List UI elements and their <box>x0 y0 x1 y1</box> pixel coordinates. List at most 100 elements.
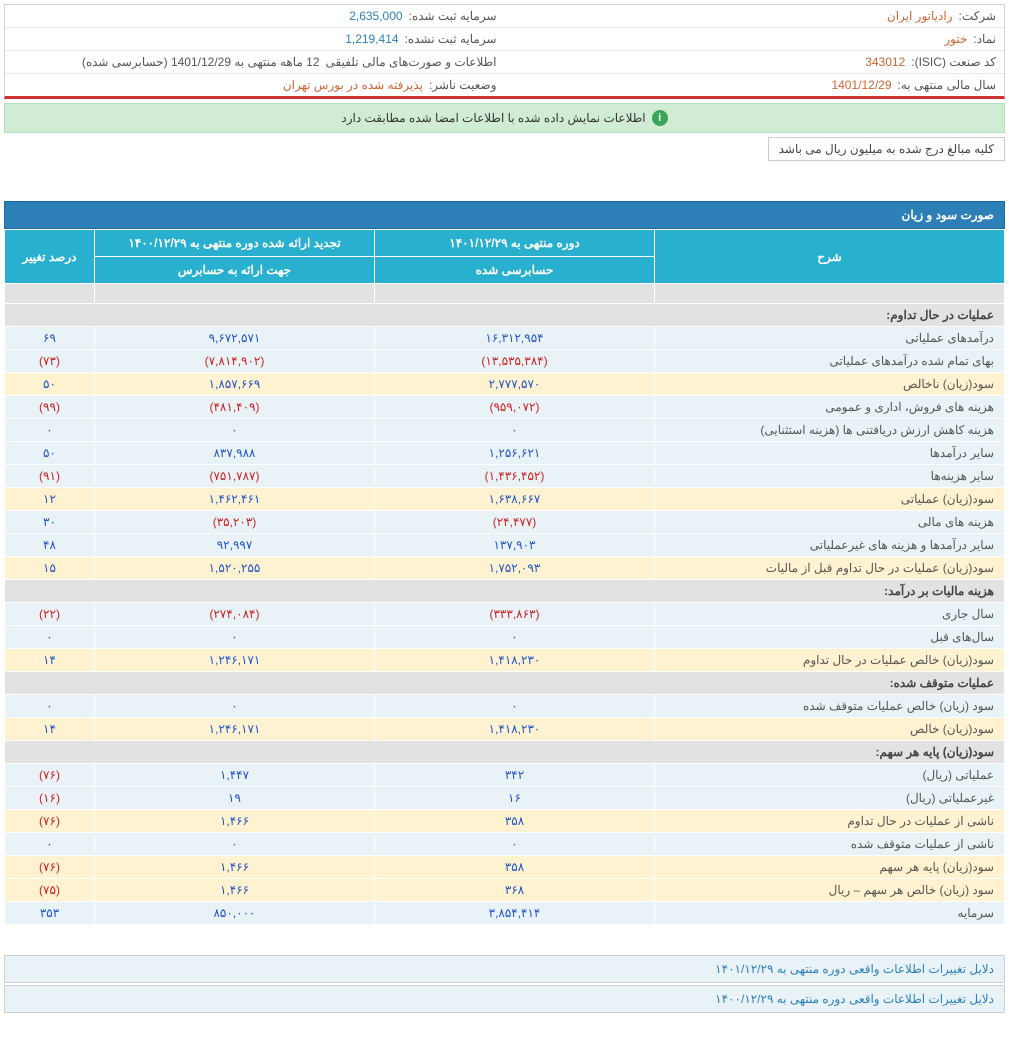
cell-change: ۰ <box>5 419 95 442</box>
cell-change: ۰ <box>5 833 95 856</box>
cell-desc: غیرعملیاتی (ریال) <box>655 787 1005 810</box>
cell-change: (۷۵) <box>5 879 95 902</box>
cell-change: ۱۵ <box>5 557 95 580</box>
cell-change: (۷۶) <box>5 764 95 787</box>
table-row: غیرعملیاتی (ریال)۱۶۱۹(۱۶) <box>5 787 1005 810</box>
info-capital-registered: سرمایه ثبت شده:2,635,000 <box>5 5 505 28</box>
cell-change: (۹۱) <box>5 465 95 488</box>
cell-change: (۷۶) <box>5 810 95 833</box>
cell-desc: سایر درآمدها <box>655 442 1005 465</box>
th-period1: دوره منتهی به ۱۴۰۱/۱۲/۲۹ <box>375 230 655 257</box>
cell-change: (۱۶) <box>5 787 95 810</box>
table-row: هزینه کاهش ارزش دریافتنی ها (هزینه استثن… <box>5 419 1005 442</box>
cell-period2: ۱,۵۲۰,۲۵۵ <box>95 557 375 580</box>
cell-desc: سود(زیان) خالص عملیات در حال تداوم <box>655 649 1005 672</box>
cell-period1: ۳۵۸ <box>375 856 655 879</box>
table-row: هزینه های فروش، اداری و عمومی(۹۵۹,۰۷۲)(۴… <box>5 396 1005 419</box>
cell-period2: ۱,۴۶۶ <box>95 810 375 833</box>
cell-change: ۵۰ <box>5 442 95 465</box>
cell-change: ۶۹ <box>5 327 95 350</box>
info-capital-unregistered: سرمایه ثبت نشده:1,219,414 <box>5 28 505 51</box>
cell-change: ۰ <box>5 695 95 718</box>
cell-desc: سود (زیان) خالص عملیات متوقف شده <box>655 695 1005 718</box>
cell-period1: ۱,۴۱۸,۲۳۰ <box>375 649 655 672</box>
cell-period1: ۰ <box>375 419 655 442</box>
table-row: سود(زیان) خالص۱,۴۱۸,۲۳۰۱,۲۴۶,۱۷۱۱۴ <box>5 718 1005 741</box>
table-row: سایر درآمدها۱,۲۵۶,۶۲۱۸۳۷,۹۸۸۵۰ <box>5 442 1005 465</box>
info-company: شرکت:رادیاتور ایران <box>505 5 1005 28</box>
cell-change: (۷۳) <box>5 350 95 373</box>
th-period2-sub: جهت ارائه به حسابرس <box>95 257 375 284</box>
cell-period2: ۸۳۷,۹۸۸ <box>95 442 375 465</box>
table-row: هزینه های مالی(۲۴,۴۷۷)(۳۵,۲۰۳)۳۰ <box>5 511 1005 534</box>
cell-period1: (۱,۴۳۶,۴۵۲) <box>375 465 655 488</box>
profit-loss-table: شرح دوره منتهی به ۱۴۰۱/۱۲/۲۹ تجدید ارائه… <box>4 229 1005 925</box>
cell-period2: (۷۵۱,۷۸۷) <box>95 465 375 488</box>
cell-period2: ۰ <box>95 833 375 856</box>
signature-match-notice: i اطلاعات نمایش داده شده با اطلاعات امضا… <box>4 103 1005 133</box>
cell-desc: سود(زیان) پایه هر سهم <box>655 856 1005 879</box>
cell-desc: سود(زیان) خالص <box>655 718 1005 741</box>
cell-period1: ۱,۴۱۸,۲۳۰ <box>375 718 655 741</box>
cell-desc: هزینه کاهش ارزش دریافتنی ها (هزینه استثن… <box>655 419 1005 442</box>
table-row: سایر درآمدها و هزینه های غیرعملیاتی۱۳۷,۹… <box>5 534 1005 557</box>
row-header-cell: هزینه مالیات بر درآمد: <box>5 580 1005 603</box>
cell-desc: سایر درآمدها و هزینه های غیرعملیاتی <box>655 534 1005 557</box>
table-row: سود (زیان) خالص هر سهم – ریال۳۶۸۱,۴۶۶(۷۵… <box>5 879 1005 902</box>
th-change: درصد تغییر <box>5 230 95 284</box>
table-row: سود(زیان) ناخالص۲,۷۷۷,۵۷۰۱,۸۵۷,۶۶۹۵۰ <box>5 373 1005 396</box>
cell-period1: ۳,۸۵۴,۴۱۴ <box>375 902 655 925</box>
info-fiscal-year: سال مالی منتهی به:1401/12/29 <box>505 74 1005 96</box>
cell-period2: ۱,۴۶۶ <box>95 879 375 902</box>
cell-change: (۹۹) <box>5 396 95 419</box>
info-panel: شرکت:رادیاتور ایران نماد:ختور کد صنعت (I… <box>4 4 1005 99</box>
footer-reasons-1: دلایل تغییرات اطلاعات واقعی دوره منتهی ب… <box>4 955 1005 983</box>
table-row: عملیاتی (ریال)۳۴۲۱,۴۴۷(۷۶) <box>5 764 1005 787</box>
cell-period2: (۴۸۱,۴۰۹) <box>95 396 375 419</box>
info-symbol: نماد:ختور <box>505 28 1005 51</box>
cell-period1: ۱,۲۵۶,۶۲۱ <box>375 442 655 465</box>
cell-desc: سود(زیان) ناخالص <box>655 373 1005 396</box>
row-header-cell: عملیات متوقف شده: <box>5 672 1005 695</box>
cell-period2: (۲۷۴,۰۸۴) <box>95 603 375 626</box>
cell-period2: ۱۹ <box>95 787 375 810</box>
cell-change: (۷۶) <box>5 856 95 879</box>
table-blank-row <box>5 284 1005 304</box>
table-row: ناشی از عملیات متوقف شده۰۰۰ <box>5 833 1005 856</box>
cell-period2: ۹,۶۷۲,۵۷۱ <box>95 327 375 350</box>
cell-period1: (۱۳,۵۳۵,۳۸۴) <box>375 350 655 373</box>
cell-desc: درآمدهای عملیاتی <box>655 327 1005 350</box>
cell-desc: سال‌های قبل <box>655 626 1005 649</box>
table-row: هزینه مالیات بر درآمد: <box>5 580 1005 603</box>
cell-change: ۱۴ <box>5 718 95 741</box>
cell-desc: سال جاری <box>655 603 1005 626</box>
table-row: سود (زیان) خالص عملیات متوقف شده۰۰۰ <box>5 695 1005 718</box>
cell-period1: ۱۳۷,۹۰۳ <box>375 534 655 557</box>
cell-period1: ۱۶ <box>375 787 655 810</box>
cell-period2: ۰ <box>95 695 375 718</box>
cell-desc: سود(زیان) عملیاتی <box>655 488 1005 511</box>
table-row: سود(زیان) پایه هر سهم۳۵۸۱,۴۶۶(۷۶) <box>5 856 1005 879</box>
cell-period1: (۹۵۹,۰۷۲) <box>375 396 655 419</box>
cell-period1: ۱,۶۳۸,۶۶۷ <box>375 488 655 511</box>
section-title-pl: صورت سود و زیان <box>4 201 1005 229</box>
cell-desc: عملیاتی (ریال) <box>655 764 1005 787</box>
cell-period1: ۳۶۸ <box>375 879 655 902</box>
table-row: سود(زیان) پایه هر سهم: <box>5 741 1005 764</box>
table-row: سود(زیان) عملیات در حال تداوم قبل از مال… <box>5 557 1005 580</box>
table-row: سرمایه۳,۸۵۴,۴۱۴۸۵۰,۰۰۰۳۵۳ <box>5 902 1005 925</box>
cell-period1: ۳۴۲ <box>375 764 655 787</box>
cell-period2: (۷,۸۱۴,۹۰۲) <box>95 350 375 373</box>
cell-desc: سود(زیان) عملیات در حال تداوم قبل از مال… <box>655 557 1005 580</box>
cell-change: ۵۰ <box>5 373 95 396</box>
cell-change: ۳۵۳ <box>5 902 95 925</box>
info-status: وضعیت ناشر:پذیرفته شده در بورس تهران <box>5 74 505 96</box>
footer-reasons-2: دلایل تغییرات اطلاعات واقعی دوره منتهی ب… <box>4 985 1005 1013</box>
table-row: عملیات در حال تداوم: <box>5 304 1005 327</box>
cell-desc: ناشی از عملیات متوقف شده <box>655 833 1005 856</box>
cell-desc: سایر هزینه‌ها <box>655 465 1005 488</box>
cell-period1: ۰ <box>375 626 655 649</box>
info-report: اطلاعات و صورت‌های مالی تلفیقی12 ماهه من… <box>5 51 505 74</box>
table-row: درآمدهای عملیاتی۱۶,۳۱۲,۹۵۴۹,۶۷۲,۵۷۱۶۹ <box>5 327 1005 350</box>
cell-period1: ۰ <box>375 833 655 856</box>
